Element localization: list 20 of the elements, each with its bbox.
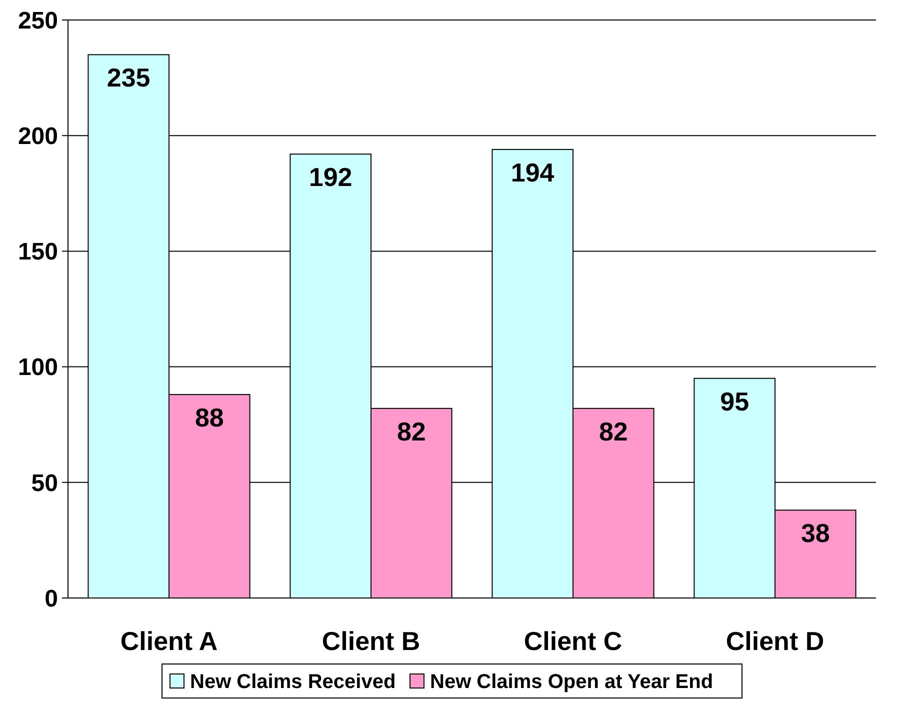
x-tick-label: Client C [524, 626, 622, 656]
y-tick-label: 0 [44, 585, 58, 612]
y-tick-label: 200 [18, 123, 58, 150]
y-tick-label: 150 [18, 238, 58, 266]
data-label: 95 [720, 386, 750, 416]
data-label: 194 [510, 157, 555, 188]
y-tick-label: 100 [18, 354, 58, 382]
legend-label: New Claims Open at Year End [430, 671, 714, 693]
y-tick-label: 250 [18, 7, 58, 34]
data-label: 38 [800, 518, 830, 548]
y-tick-label: 50 [31, 470, 58, 497]
data-label: 88 [194, 402, 224, 433]
x-tick-label: Client B [322, 626, 420, 656]
x-tick-label: Client D [726, 626, 824, 656]
data-label: 192 [308, 162, 352, 192]
data-label: 235 [106, 62, 150, 93]
data-label: 82 [598, 416, 628, 446]
data-label: 82 [396, 416, 426, 446]
legend-label: New Claims Received [190, 671, 396, 693]
x-tick-label: Client A [120, 626, 218, 656]
